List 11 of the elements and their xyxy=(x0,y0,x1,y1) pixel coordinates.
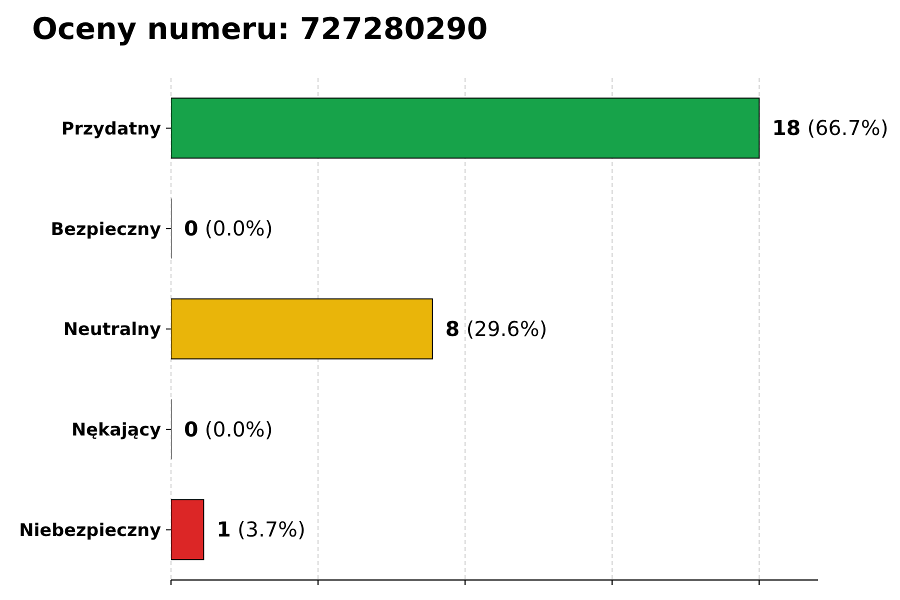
y-tick-label: Nękający xyxy=(71,420,162,441)
y-tick-label: Neutralny xyxy=(63,320,162,340)
data-label: 18 (66.7%) xyxy=(772,116,888,140)
data-label: 8 (29.6%) xyxy=(445,316,548,341)
data-label: 1 (3.7%) xyxy=(216,518,306,542)
y-tick-label: Niebezpieczny xyxy=(19,521,162,542)
y-tick-label: Przydatny xyxy=(61,119,162,140)
chart-title: Oceny numeru: 727280290 xyxy=(32,11,488,49)
data-label: 0 (0.0%) xyxy=(184,417,273,442)
data-label: 0 (0.0%) xyxy=(184,216,273,240)
y-tick-label: Bezpieczny xyxy=(50,220,162,240)
